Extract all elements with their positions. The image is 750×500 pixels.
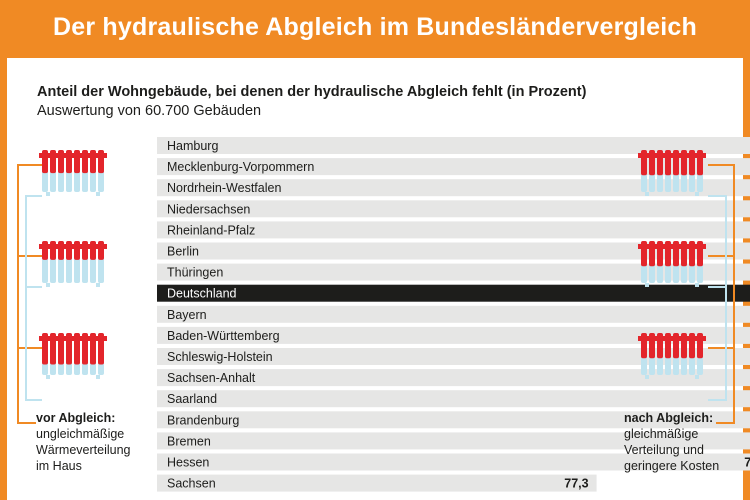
bar-14: [157, 432, 750, 450]
category-label-11: Sachsen-Anhalt: [167, 371, 256, 385]
category-label-0: Hamburg: [167, 139, 218, 153]
chart-subtitle: Auswertung von 60.700 Gebäuden: [37, 103, 262, 119]
bar-13: [157, 411, 750, 429]
caption-before: vor Abgleich: ungleichmäßige Wärmevertei…: [36, 410, 146, 474]
chart-title: Anteil der Wohngebäude, bei denen der hy…: [37, 84, 587, 100]
category-label-4: Rheinland-Pfalz: [167, 223, 255, 237]
category-label-5: Berlin: [167, 245, 199, 259]
bar-5: [157, 242, 750, 260]
category-label-10: Schleswig-Holstein: [167, 350, 273, 364]
left-accent-strip: [0, 58, 7, 500]
bar-15: [157, 453, 750, 471]
value-label-16: 77,3: [564, 477, 588, 491]
title-banner: Der hydraulische Abgleich im Bundeslände…: [0, 0, 750, 58]
caption-after: nach Abgleich: gleichmäßige Verteilung u…: [624, 410, 744, 474]
category-label-16: Sachsen: [167, 477, 216, 491]
bar-0: [157, 137, 750, 154]
page-title: Der hydraulische Abgleich im Bundeslände…: [53, 13, 697, 41]
bar-6: [157, 263, 750, 281]
category-label-7: Deutschland: [167, 287, 237, 301]
caption-before-title: vor Abgleich:: [36, 411, 116, 425]
bar-10: [157, 348, 750, 365]
category-label-14: Bremen: [167, 434, 211, 448]
bar-2: [157, 179, 750, 197]
category-label-1: Mecklenburg-Vorpommern: [167, 160, 314, 174]
category-label-12: Saarland: [167, 392, 217, 406]
category-label-15: Hessen: [167, 456, 209, 470]
supply-pipe-left: [17, 164, 42, 424]
radiator-even-icon: [638, 333, 706, 379]
category-label-8: Bayern: [167, 308, 207, 322]
return-pipe-left: [25, 195, 42, 401]
caption-before-text: ungleichmäßige Wärmeverteilung im Haus: [36, 427, 131, 473]
bar-11: [157, 369, 750, 387]
radiator-even-icon: [638, 150, 706, 196]
bar-9: [157, 326, 750, 344]
value-label-15: 79,8: [744, 456, 750, 470]
radiator-uneven-icon: [39, 333, 107, 379]
radiator-uneven-icon: [39, 150, 107, 196]
caption-after-title: nach Abgleich:: [624, 411, 714, 425]
bar-3: [157, 200, 750, 218]
supply-pipe-right: [708, 164, 735, 424]
category-label-9: Baden-Württemberg: [167, 329, 280, 343]
bar-4: [157, 221, 750, 239]
bar-7: [157, 284, 750, 302]
radiator-even-icon: [638, 241, 706, 287]
category-label-13: Brandenburg: [167, 413, 239, 427]
return-pipe-right: [708, 195, 727, 401]
bar-1: [157, 158, 750, 176]
radiator-uneven-icon: [39, 241, 107, 287]
bar-8: [157, 305, 750, 323]
bar-12: [157, 390, 750, 408]
caption-after-text: gleichmäßige Verteilung und geringere Ko…: [624, 427, 720, 473]
category-label-2: Nordrhein-Westfalen: [167, 181, 281, 195]
category-label-6: Thüringen: [167, 266, 223, 280]
bar-16: [157, 474, 597, 492]
category-label-3: Niedersachsen: [167, 202, 250, 216]
